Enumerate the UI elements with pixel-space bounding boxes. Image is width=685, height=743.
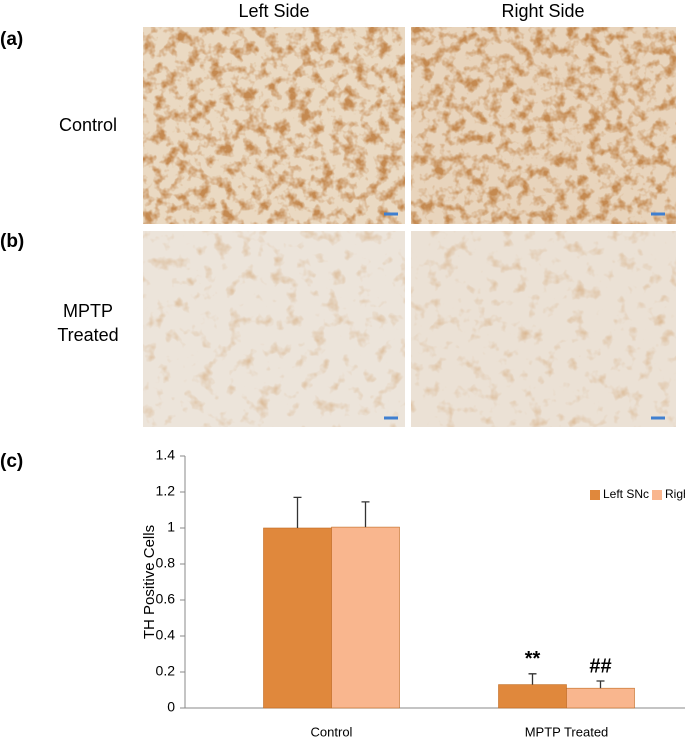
bar [331, 526, 400, 709]
legend-label: Left SNc [603, 487, 649, 501]
error-bar [596, 680, 605, 689]
micrograph-texture [411, 231, 676, 427]
error-bar [528, 673, 537, 685]
error-bar [361, 501, 370, 528]
y-tick-label: 1.2 [156, 483, 176, 499]
row-label-line: Treated [57, 325, 118, 345]
y-tick-label: 0.4 [156, 627, 176, 643]
y-tick-label: 0 [167, 699, 175, 715]
panel-label: (c) [0, 451, 23, 472]
bar [566, 687, 635, 709]
bar [263, 527, 332, 709]
legend-swatch [590, 490, 600, 500]
row-label-line: MPTP [63, 301, 113, 321]
y-tick-label: 1.4 [156, 447, 176, 463]
significance-label: ** [525, 648, 541, 670]
y-tick-label: 0.2 [156, 663, 176, 679]
y-tick-label: 1 [167, 519, 175, 535]
error-bar [293, 496, 302, 528]
row-label: MPTP Treated [57, 301, 118, 345]
y-tick-label: 0.6 [156, 591, 176, 607]
micrograph-texture [143, 231, 405, 427]
bar [498, 684, 567, 709]
legend-label: Right SNc [665, 487, 685, 501]
legend-swatch [652, 490, 662, 500]
y-tick-label: 0.8 [156, 555, 176, 571]
panel-label: (a) [0, 29, 23, 50]
micrographs [143, 27, 676, 427]
micrograph-texture [411, 27, 676, 224]
row-label: Control [59, 115, 117, 135]
x-tick-label: Control [311, 724, 353, 739]
panel-label: (b) [0, 231, 24, 252]
y-axis-label: TH Positive Cells [141, 525, 158, 639]
column-header: Left Side [238, 1, 309, 21]
significance-label: ## [589, 655, 611, 677]
micrograph-texture [143, 27, 405, 224]
x-tick-label: MPTP Treated [525, 724, 609, 739]
column-header: Right Side [501, 1, 584, 21]
